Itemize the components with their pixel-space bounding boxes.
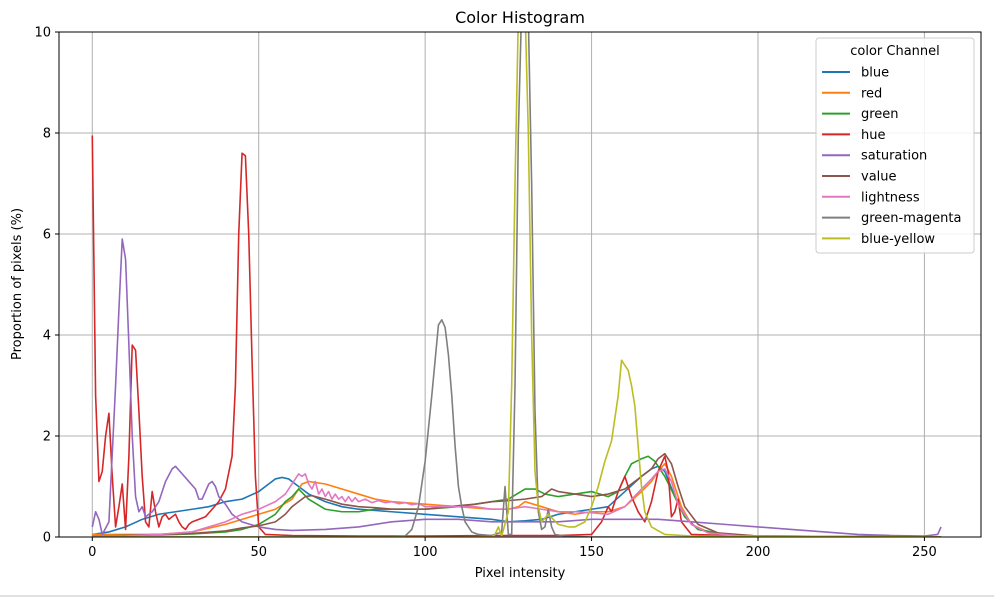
series-line-value [92,452,942,537]
series-line-green-magenta [92,32,942,537]
legend-label-blue-yellow: blue-yellow [861,232,935,247]
legend-label-saturation: saturation [861,149,927,164]
series-line-saturation [91,238,942,537]
legend-label-lightness: lightness [861,190,920,205]
legend-label-hue: hue [861,128,885,143]
y-tick-label: 4 [43,329,51,344]
legend-label-green-magenta: green-magenta [861,211,961,226]
x-tick-label: 100 [413,545,438,560]
legend-label-value: value [861,170,897,185]
legend-label-green: green [861,107,899,122]
y-tick-label: 8 [43,127,51,142]
plot-frame [58,31,982,538]
x-tick-label: 0 [88,545,96,560]
x-axis-label: Pixel intensity [475,566,566,581]
legend-label-blue: blue [861,66,889,81]
ticks: 0 50 100 150 200 250 0 2 4 6 8 10 [34,26,936,561]
x-tick-label: 50 [250,545,267,560]
series-line-blue [92,465,942,537]
chart-title: Color Histogram [455,8,585,27]
legend-box [815,37,975,254]
legend-title: color Channel [850,44,940,59]
y-tick-label: 10 [34,26,51,41]
legend-entries: blue red green hue saturation value lightness g… [822,66,961,247]
y-tick-label: 2 [43,430,51,445]
y-tick-label: 0 [43,531,51,546]
x-tick-label: 150 [579,545,604,560]
bottom-divider [0,595,994,597]
y-tick-label: 6 [43,228,51,243]
series-line-lightness [92,468,942,537]
series-line-hue [91,135,942,537]
series-layer [91,32,942,537]
x-tick-label: 250 [912,545,937,560]
legend: color Channel blue red green hue saturation v… [815,37,975,254]
series-line-blue-yellow [92,32,942,537]
legend-label-red: red [861,86,882,101]
y-axis-label: Proportion of pixels (%) [10,208,25,360]
x-tick-label: 200 [746,545,771,560]
